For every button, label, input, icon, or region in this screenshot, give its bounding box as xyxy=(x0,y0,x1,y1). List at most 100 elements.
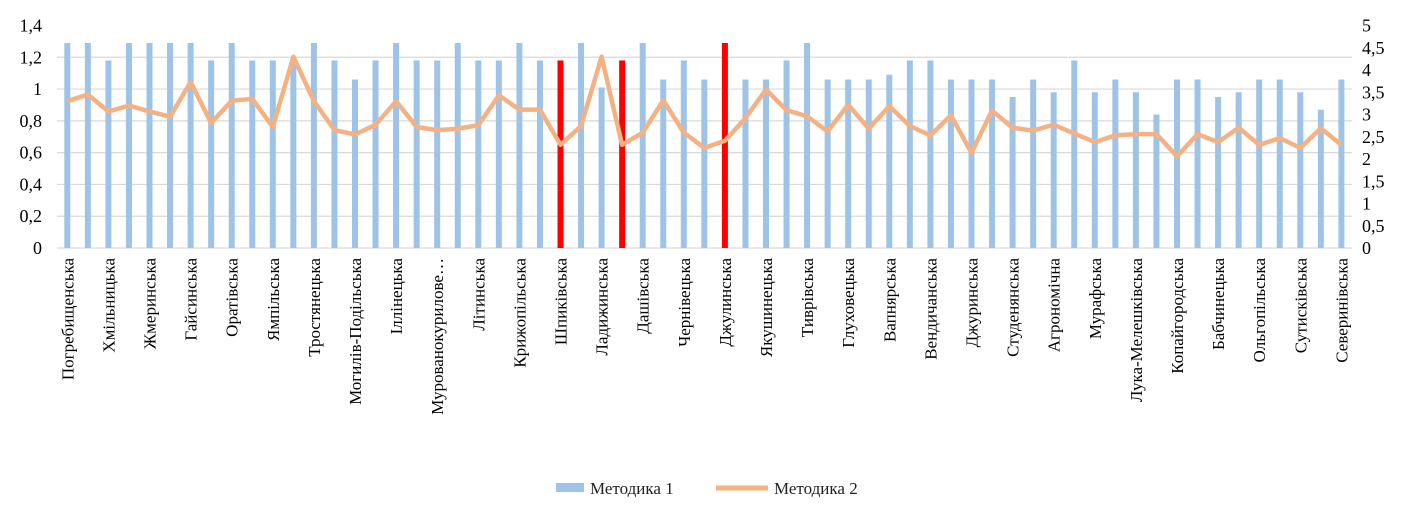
x-axis-category-label: Оратівська xyxy=(223,258,242,337)
bar xyxy=(1256,79,1263,249)
x-axis-category-label: Тиврівська xyxy=(798,258,817,338)
x-axis-category-label: Северинівська xyxy=(1332,258,1351,363)
x-axis-category-label: Джуринська xyxy=(963,258,982,348)
legend-label-metodyka-1: Методика 1 xyxy=(590,479,674,498)
bar xyxy=(598,87,605,248)
bar xyxy=(228,42,235,248)
bar-series-metodyka-1 xyxy=(64,42,1345,249)
x-axis-category-label: Погребищенська xyxy=(58,258,77,381)
bar-highlighted xyxy=(557,60,564,248)
bar xyxy=(1112,79,1119,249)
bar xyxy=(434,60,441,248)
bar-highlighted xyxy=(721,42,728,248)
x-axis-category-label: Мурафська xyxy=(1086,258,1105,340)
bar xyxy=(331,60,338,248)
bar xyxy=(413,60,420,248)
bar xyxy=(1297,92,1304,248)
left-axis-tick-label: 0,6 xyxy=(20,143,43,163)
x-axis-category-label: Копайгородська xyxy=(1168,258,1187,374)
x-axis-category-label: Бабчинецька xyxy=(1209,258,1228,350)
x-axis-category-label: Ладижинська xyxy=(593,258,612,356)
left-axis-tick-label: 1,2 xyxy=(20,47,43,67)
bar xyxy=(763,79,769,249)
line-series-metodyka-2 xyxy=(66,54,1343,159)
x-axis-category-label: Гайсинська xyxy=(182,258,201,341)
x-axis-category-label: Лука-Мелешківська xyxy=(1127,258,1146,403)
bar xyxy=(886,74,893,249)
x-axis-category-label: Сутисківська xyxy=(1291,258,1310,354)
x-axis-category-label: Якушинецька xyxy=(757,258,776,358)
bar xyxy=(249,60,256,248)
bar xyxy=(845,79,852,249)
bar xyxy=(989,79,996,249)
bar xyxy=(310,42,317,248)
right-axis-tick-label: 4 xyxy=(1362,60,1371,80)
bar xyxy=(927,60,934,248)
x-axis-category-label: Студенянська xyxy=(1004,258,1023,357)
x-axis-category-label: Ямпільська xyxy=(264,258,283,341)
bar xyxy=(660,79,667,249)
legend: Методика 1 Методика 2 xyxy=(556,479,858,498)
bar xyxy=(1132,92,1139,248)
left-axis-tick-label: 0,2 xyxy=(20,206,43,226)
bar xyxy=(1091,92,1098,248)
bar xyxy=(824,79,831,249)
bar xyxy=(167,42,174,248)
x-axis-category-label: Глуховецька xyxy=(839,258,858,348)
right-axis-tick-label: 1 xyxy=(1362,194,1371,214)
left-axis-tick-label: 1,4 xyxy=(20,16,43,36)
x-axis-category-label: Могилів-Подільська xyxy=(346,258,365,405)
bar xyxy=(187,42,194,248)
bar xyxy=(1153,114,1160,248)
right-axis-tick-label: 2,5 xyxy=(1362,127,1385,147)
bar xyxy=(269,60,276,248)
bar xyxy=(804,42,811,248)
x-axis-category-label: Вапнярська xyxy=(880,258,899,342)
bar xyxy=(1317,109,1324,248)
bar xyxy=(906,60,913,248)
bar xyxy=(84,42,91,248)
bar xyxy=(742,79,749,249)
right-axis-ticks: 00,51 1,522,53 3,544,55 xyxy=(1362,16,1385,259)
left-axis-ticks: 0 0,2 0,4 0,6 0,8 1 1,2 1,4 xyxy=(20,16,43,259)
bar xyxy=(454,42,461,248)
bar xyxy=(1194,79,1201,249)
bar xyxy=(1235,92,1242,248)
x-axis-category-label: Шпиківська xyxy=(552,258,571,346)
x-axis-category-label: Мурованокурилове… xyxy=(428,258,447,415)
right-axis-tick-label: 5 xyxy=(1362,16,1371,36)
right-axis-tick-label: 3,5 xyxy=(1362,82,1385,102)
x-axis-category-label: Хмільницька xyxy=(99,258,118,353)
bar xyxy=(947,79,954,249)
right-axis-tick-label: 2 xyxy=(1362,149,1371,169)
x-axis-category-label: Дашівська xyxy=(634,258,653,334)
right-axis-tick-label: 0 xyxy=(1362,238,1371,258)
right-axis-tick-label: 4,5 xyxy=(1362,38,1385,58)
bar xyxy=(1071,60,1078,248)
bar xyxy=(352,79,358,249)
bar xyxy=(393,42,400,248)
bar xyxy=(290,60,297,248)
bar xyxy=(783,60,790,248)
bar xyxy=(208,60,215,248)
bar xyxy=(372,60,379,248)
bar xyxy=(1215,97,1222,249)
legend-label-metodyka-2: Методика 2 xyxy=(774,479,858,498)
bar xyxy=(1276,79,1283,249)
right-axis-tick-label: 3 xyxy=(1362,105,1371,125)
bar xyxy=(639,42,646,248)
bar xyxy=(578,42,585,248)
bar xyxy=(1338,79,1345,249)
bar xyxy=(125,42,132,248)
left-axis-tick-label: 1 xyxy=(33,79,42,99)
x-axis-category-label: Тростянецька xyxy=(305,258,324,357)
x-axis-category-label: Крижопільська xyxy=(510,258,529,368)
bar xyxy=(680,60,687,248)
bar xyxy=(865,79,872,249)
bar xyxy=(64,42,71,248)
x-axis-category-label: Чернівецька xyxy=(675,258,694,347)
right-axis-tick-label: 0,5 xyxy=(1362,216,1385,236)
bar-highlighted xyxy=(619,60,626,248)
x-axis-category-label: Вендичанська xyxy=(921,258,940,360)
